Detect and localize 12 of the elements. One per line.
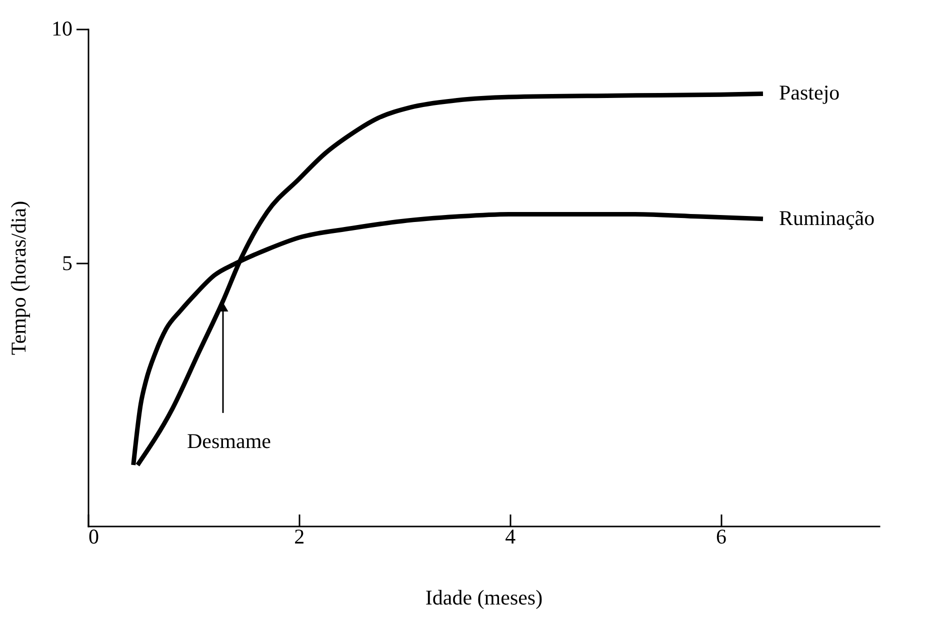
series-label: Pastejo bbox=[778, 80, 840, 105]
y-tick-label: 5 bbox=[62, 250, 72, 275]
x-tick-label: 4 bbox=[505, 524, 516, 548]
y-axis-title: Tempo (horas/dia) bbox=[6, 200, 30, 356]
series-label: Ruminação bbox=[778, 206, 875, 230]
line-series bbox=[135, 91, 766, 468]
x-tick-label: 0 bbox=[88, 524, 99, 548]
y-tick-label: 10 bbox=[52, 16, 72, 40]
x-tick-label: 2 bbox=[294, 524, 305, 548]
x-axis-title: Idade (meses) bbox=[425, 586, 543, 610]
annotation: Desmame bbox=[187, 428, 271, 453]
x-tick-label: 6 bbox=[716, 524, 727, 548]
